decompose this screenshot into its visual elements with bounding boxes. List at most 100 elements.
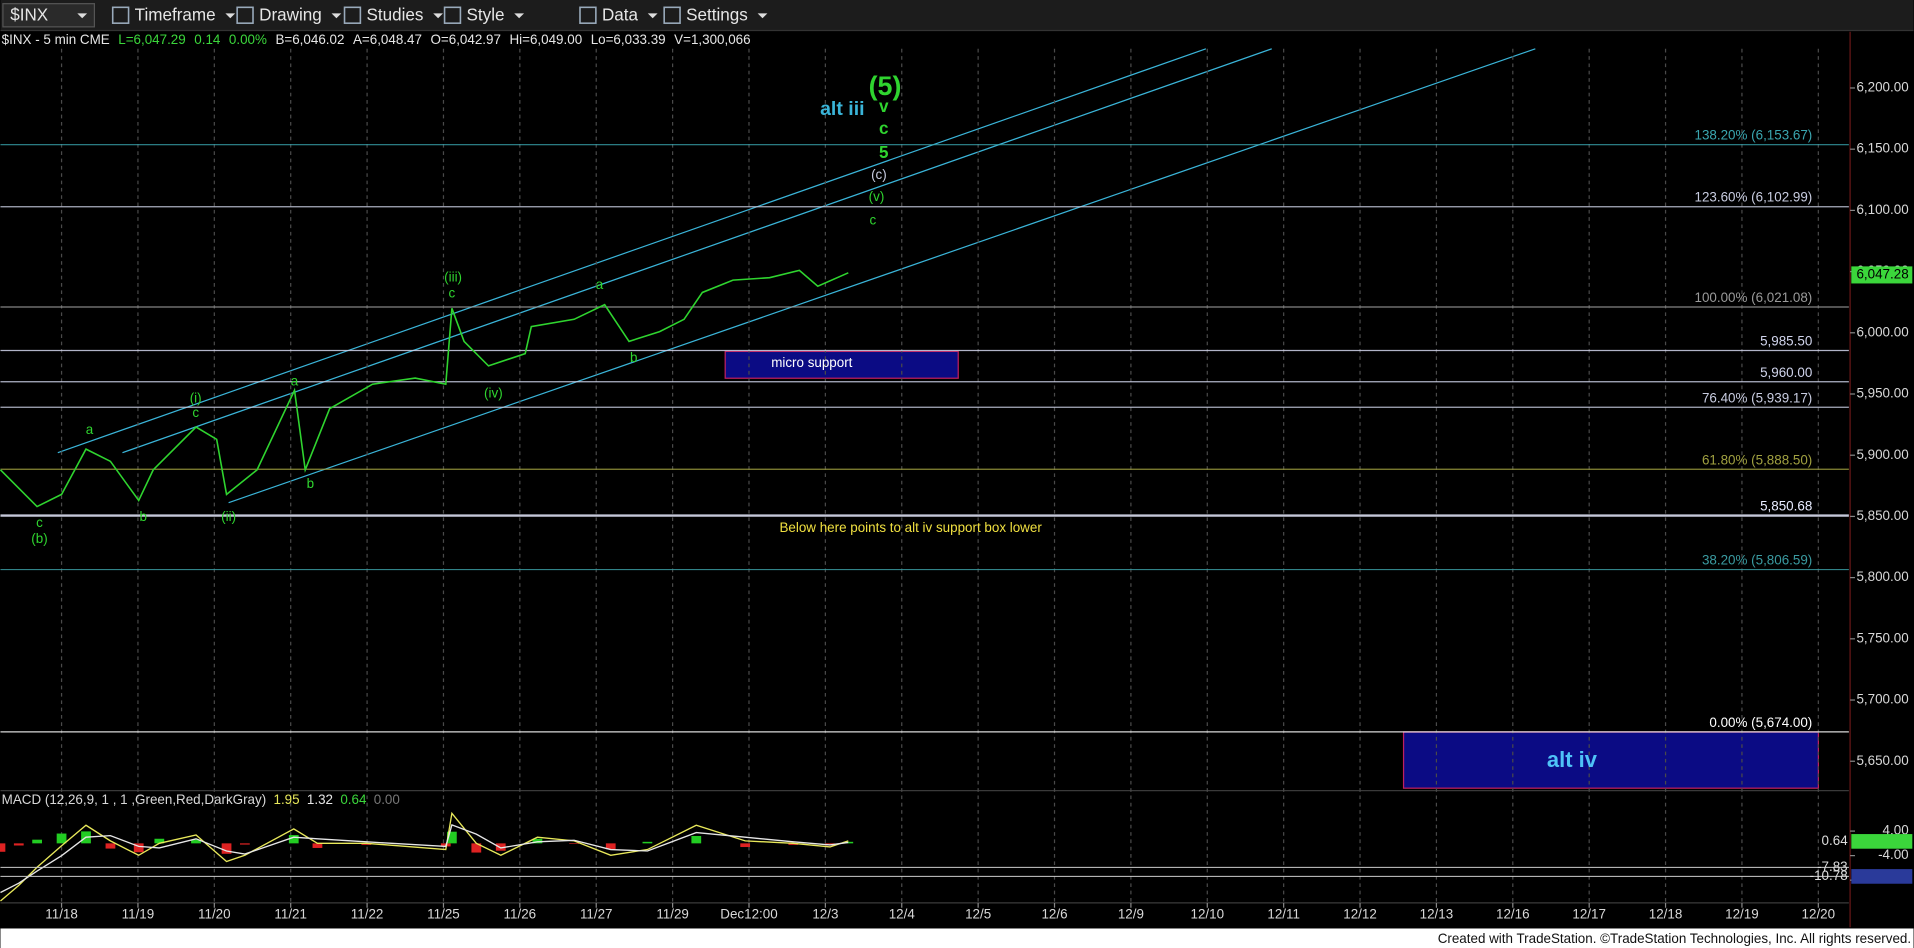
dropdown-icon xyxy=(225,13,236,19)
last-price-label: 6,047.28 xyxy=(1856,266,1908,281)
macd-histogram-bar xyxy=(105,843,116,849)
dropdown-icon xyxy=(331,13,342,19)
symbol[interactable]: $INX xyxy=(10,5,49,24)
macd-histogram-bar xyxy=(788,843,799,845)
channel-line xyxy=(122,48,1272,454)
info-readout: B=6,046.02 xyxy=(275,32,344,47)
wave-label: b xyxy=(630,350,637,365)
y-tick-label: 5,700.00 xyxy=(1856,692,1908,707)
wave-label: (iii) xyxy=(444,270,462,285)
toolbar xyxy=(0,0,1914,31)
macd-histogram-bar xyxy=(532,838,543,844)
wave-label: a xyxy=(291,373,299,388)
y-tick-label: 5,850.00 xyxy=(1856,508,1908,523)
x-tick-label: 11/19 xyxy=(122,907,155,922)
wave-label: a xyxy=(596,277,604,292)
macd-histogram-bar xyxy=(154,838,165,844)
toolbar-icon xyxy=(111,6,130,24)
info-readout: L=6,047.29 xyxy=(118,32,185,47)
info-readout: $INX - 5 min CME xyxy=(2,32,110,47)
x-tick-label: 11/18 xyxy=(45,907,78,922)
macd-histogram-bar xyxy=(0,843,6,852)
y-tick-label: 4.00 xyxy=(1883,823,1909,838)
symbol-box[interactable] xyxy=(2,3,96,28)
wave-label: micro support xyxy=(771,355,852,370)
macd-histogram-bar xyxy=(446,831,457,844)
dropdown-icon xyxy=(433,13,443,19)
wave-label: 5 xyxy=(879,143,889,162)
dropdown-icon xyxy=(77,13,88,19)
wave-label: c xyxy=(192,405,199,420)
macd-readout: 0.64 xyxy=(340,792,367,807)
y-tick-label: 5,750.00 xyxy=(1856,630,1908,645)
macd-title: MACD (12,26,9, 1 , 1 ,Green,Red,DarkGray… xyxy=(2,792,266,807)
toolbar-button[interactable]: Settings xyxy=(686,5,748,24)
macd-histogram-bar xyxy=(642,841,653,844)
wave-label: b xyxy=(307,476,314,491)
info-readout: 0.14 xyxy=(194,32,221,47)
fib-level-label: 5,985.50 xyxy=(1760,334,1812,349)
x-tick-label: 12/6 xyxy=(1041,907,1067,922)
x-tick-label: 12/12 xyxy=(1343,907,1377,922)
macd-histogram-bar xyxy=(605,843,616,850)
y-tick-label: 6,100.00 xyxy=(1856,202,1908,217)
macd-histogram-bar xyxy=(471,843,482,853)
y-tick-label: 5,950.00 xyxy=(1856,386,1908,401)
fib-level-label: 138.20% (6,153.67) xyxy=(1695,128,1813,143)
macd-histogram-bar xyxy=(221,843,232,854)
macd-line xyxy=(0,824,849,894)
toolbar-button[interactable]: Drawing xyxy=(259,5,322,24)
macd-histogram-bar xyxy=(361,843,372,845)
x-tick-label: Dec12:00 xyxy=(720,907,777,922)
y-tick-label: -4.00 xyxy=(1878,847,1909,862)
macd-marker-label: 0.64 xyxy=(1822,833,1849,848)
wave-label: alt iii xyxy=(820,98,864,120)
macd-histogram-bar xyxy=(133,843,144,853)
macd-histogram-bar xyxy=(495,843,506,851)
wave-label: c xyxy=(879,119,889,138)
wave-label: (i) xyxy=(190,391,202,406)
macd-histogram-bar xyxy=(191,839,201,844)
footer-bar xyxy=(0,928,1914,948)
wave-label: c xyxy=(36,515,43,530)
channel-line xyxy=(228,48,1536,504)
toolbar-icon xyxy=(343,6,362,24)
wave-label: (b) xyxy=(31,531,47,546)
info-readout: A=6,048.47 xyxy=(353,32,422,47)
toolbar-button[interactable]: Timeframe xyxy=(135,5,216,24)
toolbar-items: Timeframe Drawing Studies Style Data Settings xyxy=(111,5,768,24)
wave-label: (v) xyxy=(869,189,885,204)
x-tick-label: 12/3 xyxy=(812,907,838,922)
info-readout: 0.00% xyxy=(229,32,267,47)
info-readout: Hi=6,049.00 xyxy=(509,32,582,47)
fib-level-label: 5,850.68 xyxy=(1760,499,1812,514)
toolbar-icon xyxy=(236,6,254,24)
toolbar-button[interactable]: Data xyxy=(602,5,639,24)
x-tick-label: 12/13 xyxy=(1420,907,1454,922)
x-tick-label: 12/10 xyxy=(1190,907,1224,922)
x-tick-label: 11/29 xyxy=(656,907,689,922)
wave-label: Below here points to alt iv support box … xyxy=(779,520,1042,535)
x-tick-label: 12/18 xyxy=(1649,907,1683,922)
info-readout: V=1,300,066 xyxy=(674,32,750,47)
y-tick-label: 6,200.00 xyxy=(1856,80,1908,95)
wave-label: c xyxy=(449,286,456,301)
x-tick-label: 12/9 xyxy=(1118,907,1144,922)
macd-line xyxy=(0,811,849,902)
macd-marker-label: -7.83 xyxy=(1817,859,1848,874)
wave-label: (5) xyxy=(869,71,902,101)
y-tick-label: 5,900.00 xyxy=(1856,447,1908,462)
wave-label: (ii) xyxy=(221,509,236,524)
x-tick-label: 12/19 xyxy=(1725,907,1759,922)
toolbar-button[interactable]: Style xyxy=(467,5,505,24)
macd-readout: 0.00 xyxy=(374,792,400,807)
toolbar-button[interactable]: Studies xyxy=(366,5,423,24)
dropdown-icon xyxy=(757,13,768,19)
macd-marker xyxy=(1851,834,1913,849)
price-line xyxy=(0,269,849,508)
macd-readout: 1.95 xyxy=(274,792,300,807)
dropdown-icon xyxy=(647,13,658,19)
x-tick-label: 11/22 xyxy=(351,907,384,922)
